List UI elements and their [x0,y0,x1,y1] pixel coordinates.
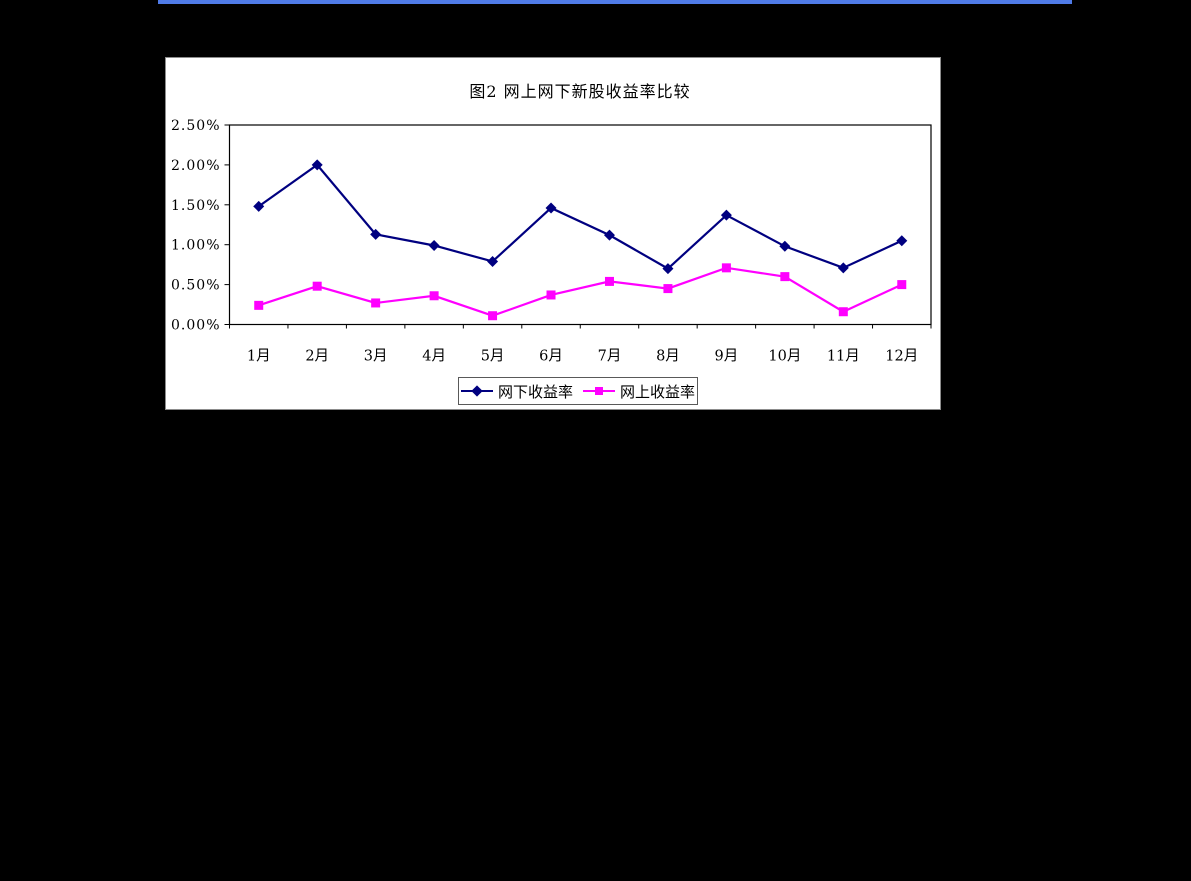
legend-swatch-online [583,385,615,397]
y-axis-tick-label: 2.50% [171,118,220,134]
data-point-diamond-marker [720,209,732,221]
data-point-diamond-marker [428,239,440,251]
series-line-网下收益率 [258,163,903,270]
y-axis-tick-label: 1.50% [171,198,220,214]
top-accent-bar [158,0,1072,4]
data-point-square-marker [371,298,381,308]
y-axis-tick-label: 2.00% [171,158,220,174]
data-point-diamond-marker [837,262,849,274]
data-point-square-marker [721,263,731,273]
line-chart: 0.00% 0.50% 1.00% 1.50% 2.00% 2.50% 1月 2月 3月 4月 5月… [171,118,932,365]
chart-title: 图2 网上网下新股收益率比较 [469,82,691,101]
x-axis-category-label: 12月 [885,349,918,365]
data-point-diamond-marker [311,159,323,171]
data-point-square-marker [838,307,848,317]
chart-legend: 网下收益率 网上收益率 [458,377,698,405]
x-axis-category-label: 5月 [481,349,505,365]
data-point-diamond-marker [603,229,615,241]
legend-square-marker-icon [595,387,603,395]
legend-diamond-marker-icon [471,385,483,397]
y-axis-tick-label: 0.00% [171,318,220,334]
plot-area-border [228,124,932,326]
legend-item-offline-yield: 网下收益率 [460,381,573,402]
data-point-square-marker [254,300,264,310]
data-point-diamond-marker [779,240,791,252]
legend-swatch-offline [460,385,493,397]
data-point-diamond-marker [253,200,265,212]
data-point-square-marker [780,272,790,282]
data-point-diamond-marker [662,263,674,275]
data-point-square-marker [429,291,439,301]
data-point-square-marker [488,311,498,321]
x-axis-category-label: 4月 [422,349,446,365]
x-axis-category-label: 3月 [364,349,388,365]
legend-label-offline-yield: 网下收益率 [497,382,573,401]
y-axis-tick-label: 0.50% [171,278,220,294]
data-point-square-marker [897,280,907,290]
x-axis-category-label: 1月 [247,349,271,365]
data-point-square-marker [663,284,673,294]
data-point-square-marker [312,281,322,291]
data-point-diamond-marker [896,235,908,247]
legend-item-online-yield: 网上收益率 [583,381,695,402]
chart-panel: 图2 网上网下新股收益率比较 0.00% 0.50% 1.00% 1.50% 2.00%… [165,57,941,410]
data-point-square-marker [604,276,614,286]
x-axis-category-label: 7月 [598,349,622,365]
x-axis-category-label: 2月 [305,349,329,365]
data-point-diamond-marker [545,202,557,214]
x-axis-category-label: 8月 [656,349,680,365]
data-point-square-marker [546,290,556,300]
data-point-diamond-marker [370,228,382,240]
series-line-网上收益率 [258,266,903,317]
y-axis-tick-label: 1.00% [171,238,220,254]
x-axis-category-label: 10月 [768,349,801,365]
data-point-diamond-marker [487,255,499,267]
x-axis-category-label: 9月 [715,349,739,365]
x-axis-category-label: 11月 [827,349,860,365]
legend-label-online-yield: 网上收益率 [620,382,696,401]
x-axis-category-label: 6月 [539,349,563,365]
